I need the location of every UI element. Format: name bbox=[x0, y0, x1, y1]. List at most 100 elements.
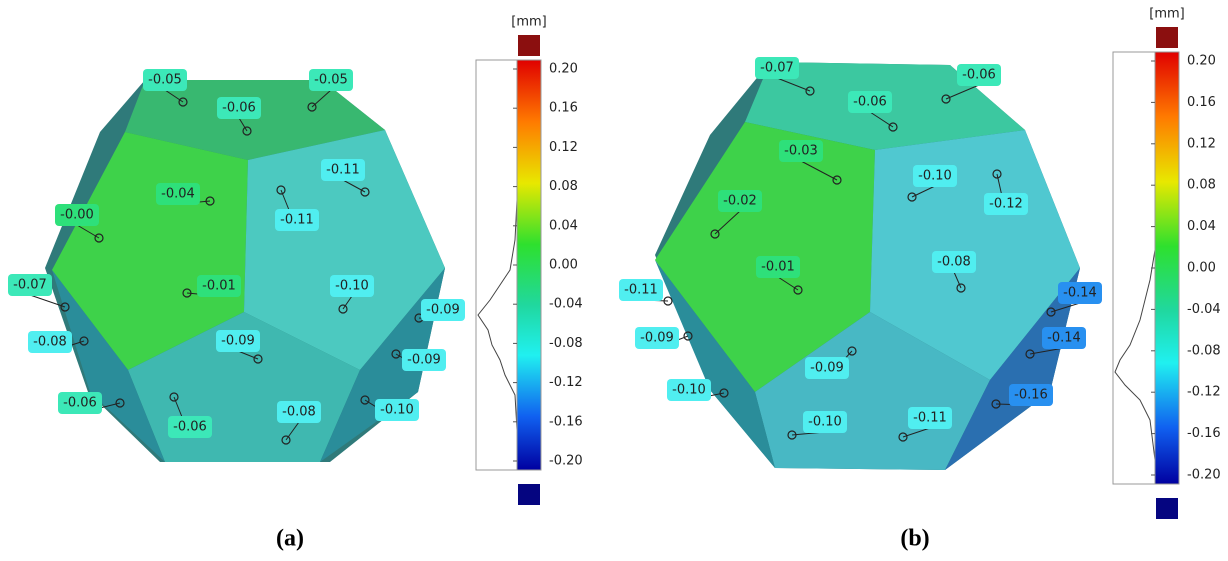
annotation-box bbox=[756, 256, 800, 278]
annotation-point bbox=[710, 229, 720, 239]
annotation: -0.02 bbox=[710, 190, 762, 239]
annotation-point bbox=[242, 126, 252, 136]
scale-tick-label: -0.04 bbox=[1187, 302, 1221, 317]
panel-caption: (b) bbox=[900, 526, 929, 552]
over-range-swatch bbox=[1156, 27, 1178, 48]
annotation-point bbox=[663, 296, 673, 306]
annotation-point bbox=[793, 285, 803, 295]
annotation-label: -0.09 bbox=[407, 353, 441, 368]
annotation-point bbox=[805, 86, 815, 96]
annotation-label: -0.08 bbox=[282, 405, 316, 420]
annotation-box bbox=[330, 275, 374, 297]
annotation-box bbox=[957, 64, 1001, 86]
annotation: -0.07 bbox=[755, 57, 815, 96]
annotation: -0.14 bbox=[1025, 327, 1086, 359]
annotation-box bbox=[805, 357, 849, 379]
annotation-point bbox=[281, 435, 291, 445]
annotation: -0.05 bbox=[143, 69, 188, 107]
annotation: -0.06 bbox=[58, 392, 125, 414]
annotation-label: -0.07 bbox=[13, 278, 47, 293]
annotation-label: -0.16 bbox=[1014, 388, 1048, 403]
scale-tick-label: 0.00 bbox=[1187, 261, 1216, 276]
annotation-box bbox=[216, 330, 260, 352]
annotation-box bbox=[913, 165, 957, 187]
annotation: -0.09 bbox=[216, 330, 263, 364]
annotation-point bbox=[832, 175, 842, 185]
annotation-label: -0.11 bbox=[280, 213, 314, 228]
annotation-box bbox=[1009, 384, 1053, 406]
scale-tick-label: -0.04 bbox=[549, 297, 583, 312]
annotation: -0.08 bbox=[932, 251, 976, 293]
panel-caption: (a) bbox=[276, 526, 304, 552]
annotation: -0.03 bbox=[779, 140, 842, 185]
scale-tick-label: -0.20 bbox=[1187, 468, 1221, 483]
annotation-label: -0.11 bbox=[624, 283, 658, 298]
annotation-point bbox=[1025, 349, 1035, 359]
annotation: -0.00 bbox=[55, 204, 104, 243]
scale-tick-label: 0.04 bbox=[1187, 219, 1216, 234]
annotation-leader bbox=[776, 77, 811, 92]
annotation-label: -0.01 bbox=[202, 279, 236, 294]
annotation-box bbox=[28, 331, 72, 353]
unit-label: [mm] bbox=[511, 15, 546, 30]
scale-tick-label: -0.16 bbox=[549, 414, 583, 429]
annotation-point bbox=[182, 288, 192, 298]
annotation: -0.10 bbox=[787, 411, 847, 440]
annotation-point bbox=[360, 395, 370, 405]
annotation-point bbox=[1046, 307, 1056, 317]
annotation-point bbox=[115, 398, 125, 408]
annotation-label: -0.06 bbox=[63, 396, 97, 411]
annotation-point bbox=[307, 102, 317, 112]
annotation-label: -0.14 bbox=[1063, 286, 1097, 301]
scale-tick-label: -0.08 bbox=[1187, 343, 1221, 358]
annotation-leader bbox=[953, 271, 962, 289]
annotation-label: -0.11 bbox=[913, 411, 947, 426]
annotation-box bbox=[1058, 282, 1102, 304]
annotation-label: -0.09 bbox=[426, 303, 460, 318]
annotation: -0.01 bbox=[756, 256, 803, 295]
annotation-point bbox=[898, 432, 908, 442]
annotation-box bbox=[635, 327, 679, 349]
annotation-box bbox=[197, 275, 241, 297]
annotation-point bbox=[956, 283, 966, 293]
scale-tick-label: 0.20 bbox=[549, 62, 578, 77]
annotation-box bbox=[984, 193, 1028, 215]
scale-tick-label: 0.08 bbox=[1187, 178, 1216, 193]
annotation-box bbox=[755, 57, 799, 79]
scale-tick-label: 0.12 bbox=[549, 140, 578, 155]
annotation-label: -0.00 bbox=[60, 208, 94, 223]
annotation-leader bbox=[29, 294, 66, 308]
scale-tick-label: 0.08 bbox=[549, 179, 578, 194]
annotation: -0.12 bbox=[984, 169, 1028, 215]
annotation-box bbox=[421, 299, 465, 321]
annotation: -0.06 bbox=[848, 91, 898, 132]
scale-tick-label: 0.04 bbox=[549, 218, 578, 233]
annotation-box bbox=[1042, 327, 1086, 349]
scale-tick-label: 0.00 bbox=[549, 258, 578, 273]
annotation-point bbox=[907, 192, 917, 202]
annotation-box bbox=[667, 379, 711, 401]
scale-tick-label: 0.12 bbox=[1187, 136, 1216, 151]
annotation-leader bbox=[238, 117, 248, 132]
annotation-label: -0.09 bbox=[640, 331, 674, 346]
histogram-curve bbox=[477, 199, 518, 431]
scale-tick-label: -0.08 bbox=[549, 336, 583, 351]
annotation-box bbox=[779, 140, 823, 162]
annotation-leader bbox=[945, 84, 980, 100]
annotation: -0.01 bbox=[182, 275, 241, 298]
annotation-label: -0.06 bbox=[173, 420, 207, 435]
annotation-point bbox=[79, 336, 89, 346]
annotation-leader bbox=[800, 160, 838, 181]
annotation: -0.10 bbox=[330, 275, 374, 314]
annotation-box bbox=[143, 69, 187, 91]
annotation: -0.07 bbox=[8, 274, 70, 312]
annotation: -0.10 bbox=[907, 165, 957, 202]
annotation-point bbox=[888, 122, 898, 132]
annotation: -0.08 bbox=[277, 401, 321, 445]
annotation: -0.06 bbox=[217, 97, 261, 136]
annotation-label: -0.06 bbox=[853, 95, 887, 110]
annotation-label: -0.05 bbox=[314, 73, 348, 88]
annotation-box bbox=[156, 183, 200, 205]
